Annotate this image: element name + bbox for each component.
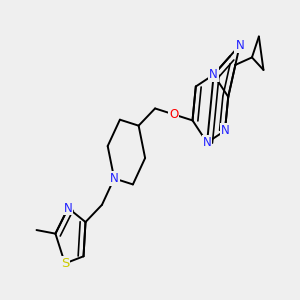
Text: N: N <box>220 124 229 137</box>
Text: N: N <box>203 136 212 149</box>
Text: S: S <box>61 257 69 270</box>
Text: O: O <box>169 108 178 121</box>
Text: N: N <box>110 172 118 185</box>
Text: N: N <box>209 68 218 81</box>
Text: N: N <box>236 39 244 52</box>
Text: N: N <box>64 202 73 214</box>
